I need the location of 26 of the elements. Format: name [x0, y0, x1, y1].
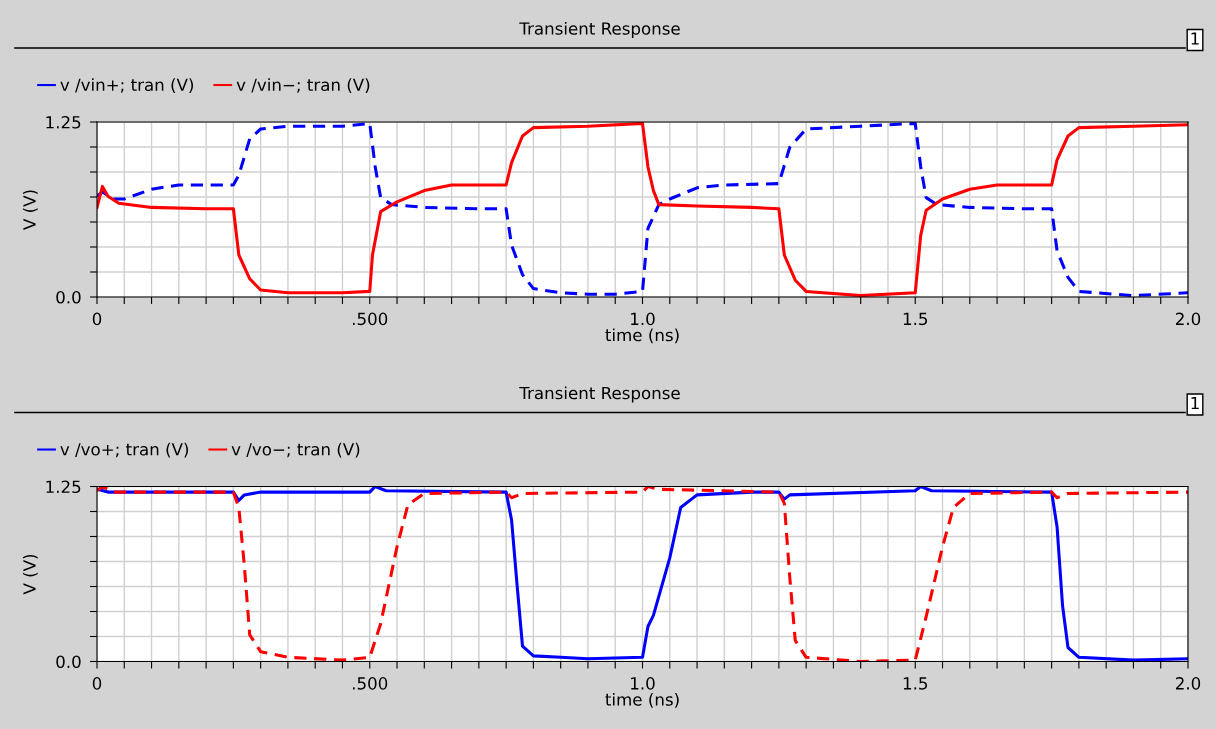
legend-label: v /vo+; tran (V)	[60, 442, 189, 458]
y-tick-label: 0.0	[56, 290, 81, 304]
x-tick-label: 1.5	[903, 312, 928, 326]
chart-title: Transient Response	[519, 386, 680, 403]
y-tick-label: 1.25	[46, 115, 81, 129]
x-tick-label: 0	[92, 312, 102, 326]
x-tick-label: 1.0	[631, 677, 655, 690]
x-tick-label: 2.0	[1175, 312, 1201, 326]
x-tick-label: 2.0	[1175, 677, 1201, 690]
x-tick-label: .500	[352, 677, 388, 690]
chart-title: Transient Response	[519, 21, 680, 39]
legend-label: v /vin−; tran (V)	[236, 78, 370, 94]
y-tick-label: 0.0	[56, 655, 81, 669]
x-tick-label: 0	[92, 677, 102, 690]
y-tick-label: 1.25	[46, 480, 81, 494]
text: 1	[1191, 32, 1199, 45]
legend-label: v /vin+; tran (V)	[60, 78, 194, 94]
x-tick-label: .500	[352, 312, 388, 326]
text: 1	[1191, 396, 1199, 410]
x-axis-title: time (ns)	[605, 328, 679, 344]
x-axis-title: time (ns)	[605, 692, 679, 708]
legend-label: v /vo−; tran (V)	[231, 442, 360, 458]
x-tick-label: 1.5	[903, 677, 928, 690]
x-tick-label: 1.0	[631, 312, 655, 326]
y-axis-title: V (V)	[22, 554, 38, 595]
y-axis-title: V (V)	[22, 190, 38, 230]
